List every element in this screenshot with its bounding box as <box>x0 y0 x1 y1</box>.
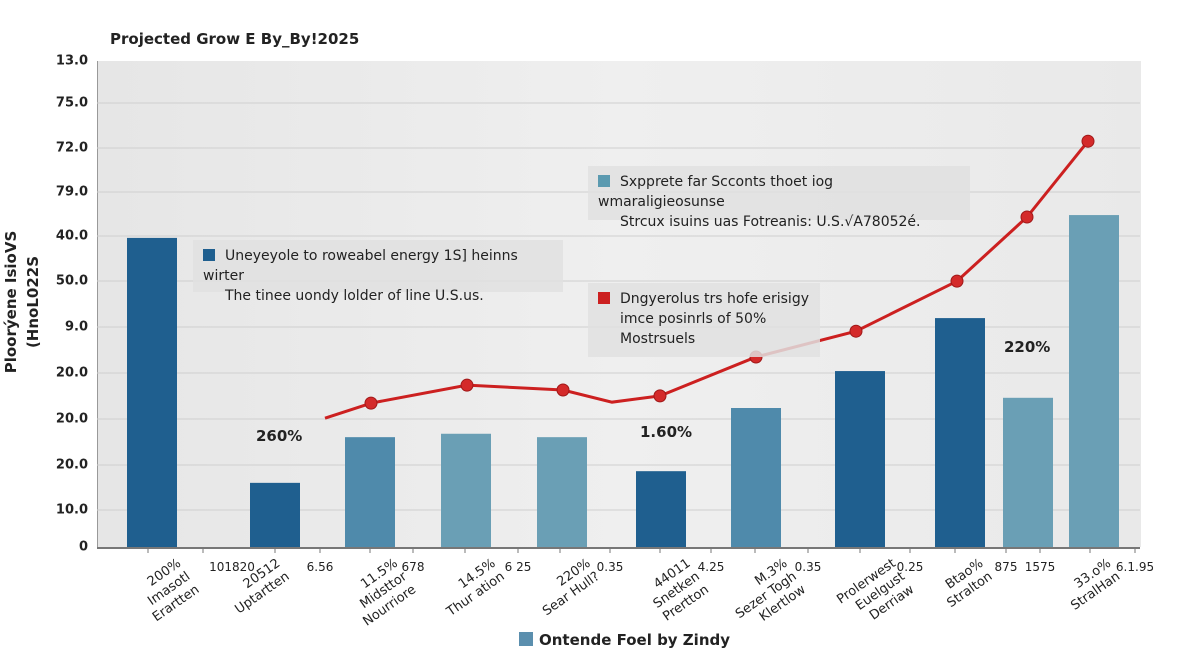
x-number-label: 0.35 <box>596 560 624 574</box>
line-marker <box>460 378 474 392</box>
x-number-label: 6 25 <box>504 560 532 574</box>
y-tick-label: 40.0 <box>55 228 88 244</box>
y-tick-label: 72.0 <box>55 140 88 156</box>
annotation-text: Sxpprete far Scconts thoet iog wmaraligi… <box>598 174 834 210</box>
line-marker <box>1081 134 1095 148</box>
annotation-1-swatch <box>203 249 215 261</box>
y-tick-label: 10.0 <box>55 502 88 518</box>
chart-title: Projected Grow E By_By!2025 <box>110 30 360 48</box>
x-number-label: 4.25 <box>697 560 725 574</box>
annotation-1: Uneyeyole to roweabel energy 1S] heinns … <box>193 240 563 304</box>
annotation-2: Sxpprete far Scconts thoet iog wmaraligi… <box>588 166 970 230</box>
y-tick-label: 79.0 <box>55 184 88 200</box>
annotation-text: Strcux isuins uas Fotreanis: U.S.√A78052… <box>620 214 921 230</box>
bar <box>127 237 177 548</box>
annotation-text: imce posinrls of 50% <box>620 311 767 327</box>
annotation-2-swatch <box>598 175 610 187</box>
y-tick-label: 0 <box>78 539 88 555</box>
x-number-label: 678 <box>401 560 425 574</box>
y-tick-label: 20.0 <box>55 457 88 473</box>
x-number-label: 0.35 <box>794 560 822 574</box>
bar <box>1069 215 1119 547</box>
bar <box>731 408 781 547</box>
x-number-label: 6.1.95 <box>1115 560 1155 574</box>
data-label: 220% <box>1004 338 1051 356</box>
line-marker <box>950 274 964 288</box>
bar <box>441 433 491 547</box>
bar <box>935 318 985 547</box>
bar <box>636 471 686 547</box>
bar <box>345 437 395 547</box>
line-marker <box>556 383 570 397</box>
annotation-text: The tinee uondy lolder of line U.S.us. <box>225 288 484 304</box>
legend-swatch <box>519 632 533 646</box>
x-axis <box>97 547 1140 549</box>
annotation-text: Uneyeyole to roweabel energy 1S] heinns … <box>203 248 518 284</box>
y-tick-label: 50.0 <box>55 273 88 289</box>
bar <box>835 371 885 547</box>
x-number-label: 6.56 <box>306 560 334 574</box>
data-label: 260% <box>256 427 303 445</box>
y-tick-label: 20.0 <box>55 365 88 381</box>
annotation-text: Dngyerolus trs hofe erisigy <box>620 291 809 307</box>
y-tick-label: 20.0 <box>55 411 88 427</box>
x-number-label: 875 <box>994 560 1018 574</box>
x-number-label: 1575 <box>1024 560 1056 574</box>
line-marker <box>364 396 378 410</box>
data-label: 1.60% <box>640 423 693 441</box>
bar <box>250 482 300 547</box>
legend: Ontende Foel by Zindy <box>519 631 730 649</box>
line-marker <box>849 324 863 338</box>
bar <box>537 437 587 547</box>
y-tick-label: 13.0 <box>55 53 88 69</box>
bar <box>1003 397 1053 547</box>
y-tick-label: 75.0 <box>55 95 88 111</box>
line-marker <box>1020 210 1034 224</box>
annotation-3-swatch <box>598 292 610 304</box>
y-tick-label: 9.0 <box>64 319 88 335</box>
line-marker <box>653 389 667 403</box>
x-number-label: 101820 <box>209 560 255 574</box>
legend-label: Ontende Foel by Zindy <box>539 631 731 649</box>
annotation-3: Dngyerolus trs hofe erisigy imce posinrl… <box>588 283 820 357</box>
x-number-label: 0.25 <box>896 560 924 574</box>
annotation-text: Mostrsuels <box>620 331 696 347</box>
